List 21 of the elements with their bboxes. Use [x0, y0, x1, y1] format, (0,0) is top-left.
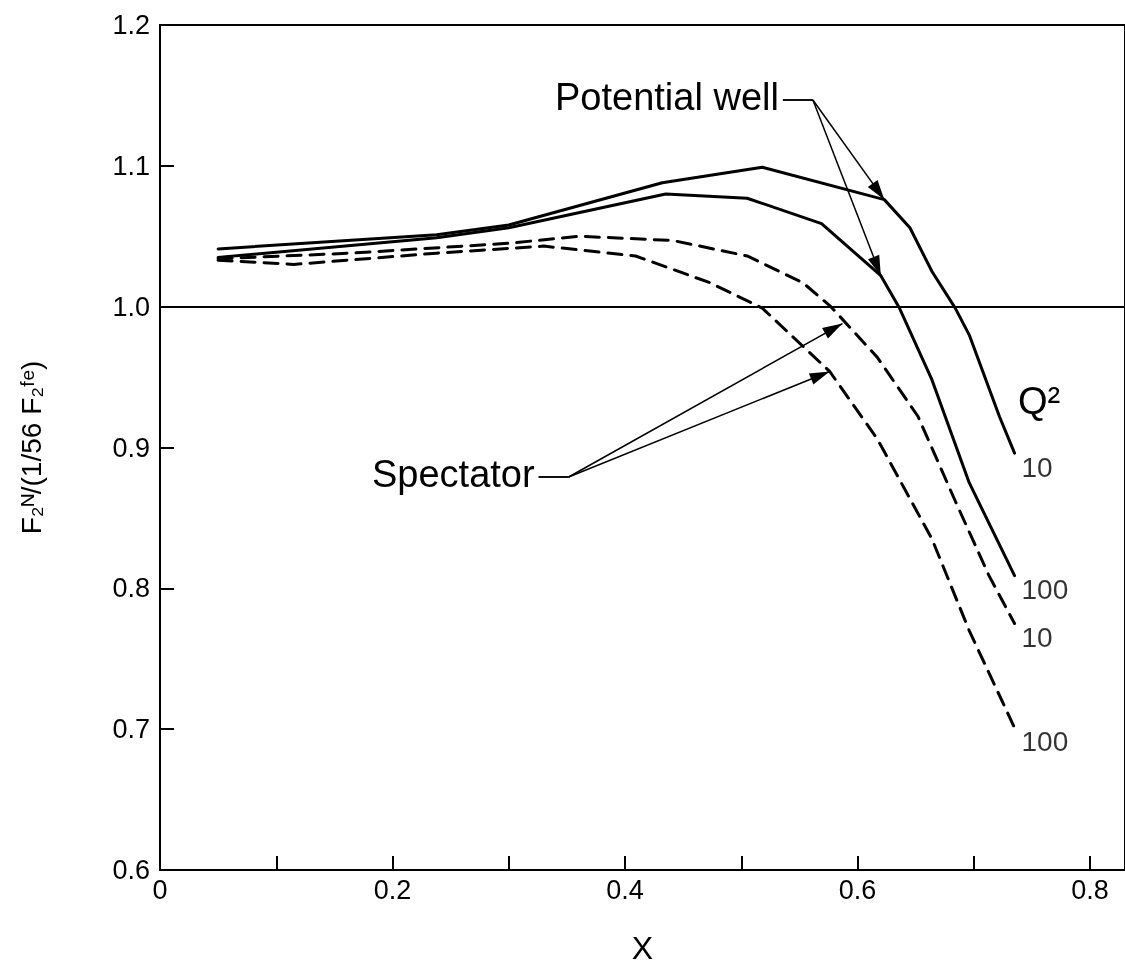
y-tick-label: 1.2: [112, 10, 150, 40]
annotation: 10: [1021, 622, 1053, 654]
y-tick-label: 0.6: [112, 855, 150, 885]
x-tick-label: 0.4: [606, 874, 644, 905]
x-tick-label: 0: [152, 874, 168, 905]
annotation: 100: [1021, 726, 1069, 758]
annotation: 10: [1021, 451, 1053, 483]
y-tick-label: 1.1: [112, 150, 150, 181]
y-tick-label: 1.0: [112, 291, 150, 322]
annotation: Potential well: [555, 76, 779, 118]
x-tick-label: 0.8: [1071, 874, 1109, 905]
x-tick-label: 0.2: [373, 874, 412, 905]
x-tick-label: 0.6: [838, 874, 877, 905]
annotation: Spectator: [372, 453, 535, 495]
y-tick-label: 0.9: [112, 432, 150, 463]
annotation: Q²: [1018, 380, 1061, 422]
annotation: 100: [1021, 574, 1069, 606]
y-tick-label: 0.7: [112, 714, 150, 745]
y-tick-label: 0.8: [112, 573, 150, 604]
y-axis-title: F₂ᴺ/(1/56 F₂ᶠᵉ): [15, 360, 47, 535]
x-axis-title: X: [631, 930, 654, 966]
